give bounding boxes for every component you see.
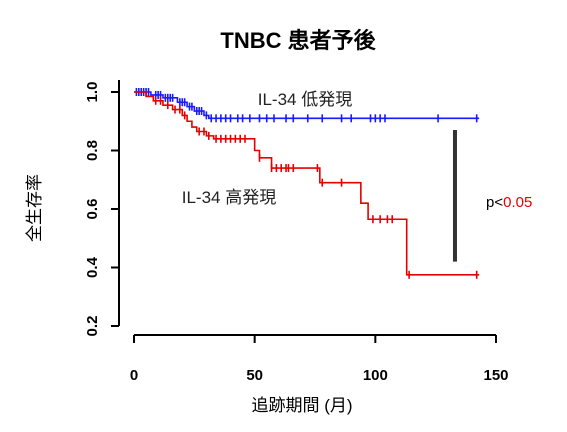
x-tick-label: 150 [483, 367, 508, 384]
high-expression-label: IL-34 高発現 [182, 188, 276, 207]
x-tick-label: 50 [246, 367, 263, 384]
survival-line [134, 91, 480, 276]
y-tick-label: 1.0 [84, 82, 101, 103]
y-axis-label: 全生存率 [25, 174, 44, 242]
x-tick-label: 0 [130, 367, 138, 384]
p-prefix: p< [486, 194, 503, 211]
axes [118, 80, 496, 336]
x-tick-label: 100 [363, 367, 388, 384]
low-expression-label: IL-34 低発現 [258, 90, 352, 109]
series-high [134, 91, 480, 279]
x-axis-label: 追跡期間 (月) [251, 396, 352, 415]
p-value: 0.05 [503, 194, 532, 211]
chart-title: TNBC 患者予後 [220, 28, 376, 53]
y-tick-label: 0.2 [84, 316, 101, 337]
y-tick-label: 0.6 [84, 199, 101, 220]
ticks: 0 50 100 150 0.2 0.4 0.6 0.8 1.0 [84, 82, 509, 384]
p-value-label: p<0.05 [486, 194, 532, 211]
y-tick-label: 0.8 [84, 140, 101, 161]
y-tick-label: 0.4 [84, 256, 101, 278]
survival-curves [134, 88, 480, 279]
